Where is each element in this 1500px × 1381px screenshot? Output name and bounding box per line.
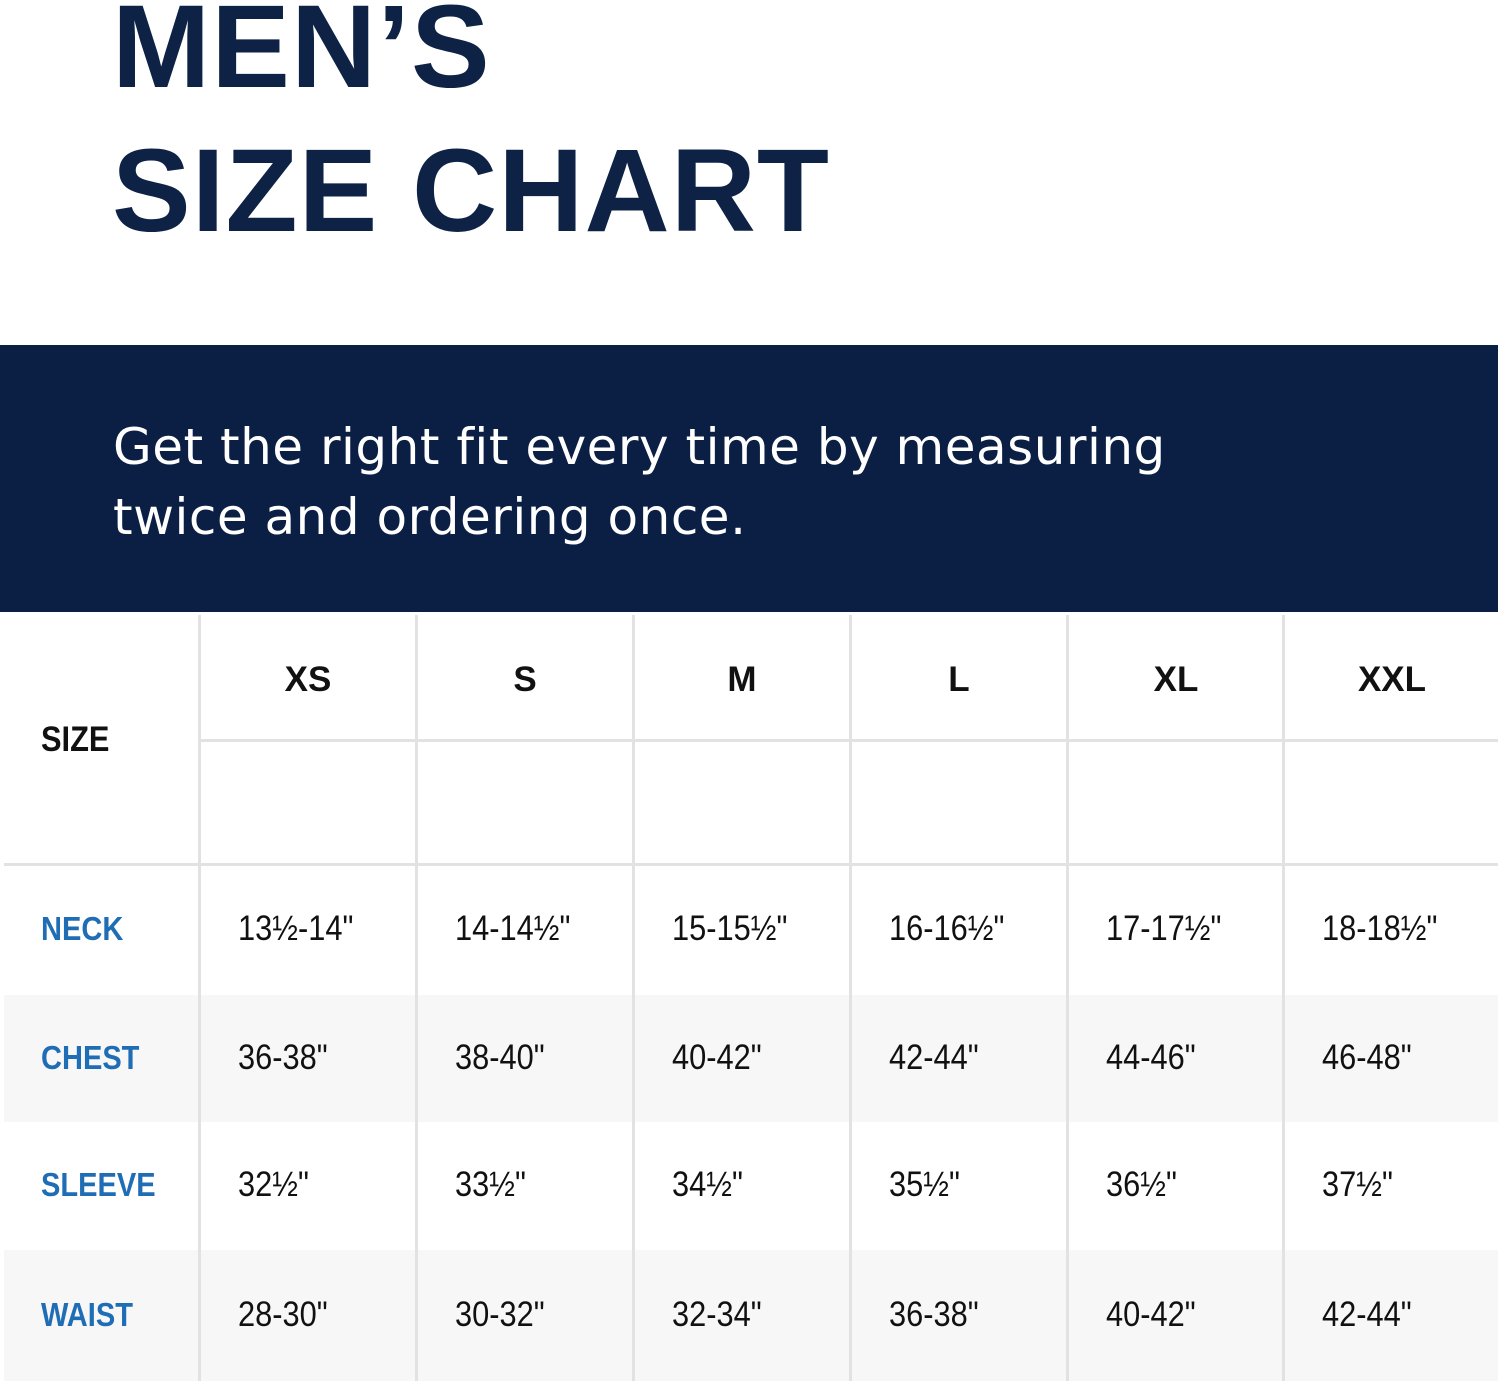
subtitle: Get the right fit every time by measurin… xyxy=(113,418,1166,546)
table-cell: 35½" xyxy=(889,1165,960,1204)
table-cell: 44-46" xyxy=(1106,1037,1196,1077)
table-cell: 13½-14" xyxy=(238,909,354,948)
title-line-2: SIZE CHART xyxy=(112,125,830,257)
header-divider xyxy=(198,739,1498,742)
table-cell: 32½" xyxy=(238,1165,309,1204)
size-table: SIZE NECK 13½-14" 14-14½" 15-15½" 16-16½" 17-… xyxy=(0,615,1498,1381)
table-row xyxy=(4,995,1498,1122)
table-cell: 16-16½" xyxy=(889,909,1005,948)
size-header: XL xyxy=(1153,660,1199,699)
column-divider xyxy=(1066,615,1069,1381)
table-row xyxy=(4,1250,1498,1381)
size-header: XXL xyxy=(1357,660,1427,699)
table-cell: 18-18½" xyxy=(1322,909,1438,948)
size-header-label: SIZE xyxy=(41,720,110,759)
table-cell: 36-38" xyxy=(238,1037,328,1077)
column-divider xyxy=(1282,615,1285,1381)
table-cell: 37½" xyxy=(1322,1165,1393,1204)
size-header: S xyxy=(513,660,537,699)
table-cell: 40-42" xyxy=(1106,1294,1196,1334)
table-cell: 40-42" xyxy=(672,1037,762,1077)
table-cell: 36½" xyxy=(1106,1165,1177,1204)
header-divider xyxy=(4,863,1498,866)
table-cell: 14-14½" xyxy=(455,909,571,948)
row-label: SLEEVE xyxy=(41,1166,156,1203)
table-cell: 36-38" xyxy=(889,1294,979,1334)
table-cell: 38-40" xyxy=(455,1037,545,1077)
table-cell: 42-44" xyxy=(889,1037,979,1077)
table-row xyxy=(4,1122,1498,1250)
table-cell: 17-17½" xyxy=(1106,909,1222,948)
title-line-1: MEN’S xyxy=(112,0,491,113)
table-cell: 32-34" xyxy=(672,1294,762,1334)
table-cell: 42-44" xyxy=(1322,1294,1412,1334)
size-header: XS xyxy=(284,660,332,699)
column-divider xyxy=(849,615,852,1381)
table-cell: 34½" xyxy=(672,1165,743,1204)
table-cell: 33½" xyxy=(455,1165,526,1204)
subtitle-banner xyxy=(0,345,1498,612)
size-header: M xyxy=(727,660,757,699)
column-divider xyxy=(632,615,635,1381)
column-divider xyxy=(415,615,418,1381)
row-label: WAIST xyxy=(41,1295,133,1333)
row-label: CHEST xyxy=(41,1038,140,1076)
table-cell: 15-15½" xyxy=(672,909,788,948)
column-divider xyxy=(198,615,201,1381)
table-cell: 28-30" xyxy=(238,1294,328,1334)
row-label: NECK xyxy=(41,910,124,947)
table-cell: 46-48" xyxy=(1322,1037,1412,1077)
size-header: L xyxy=(948,660,970,699)
table-cell: 30-32" xyxy=(455,1294,545,1334)
